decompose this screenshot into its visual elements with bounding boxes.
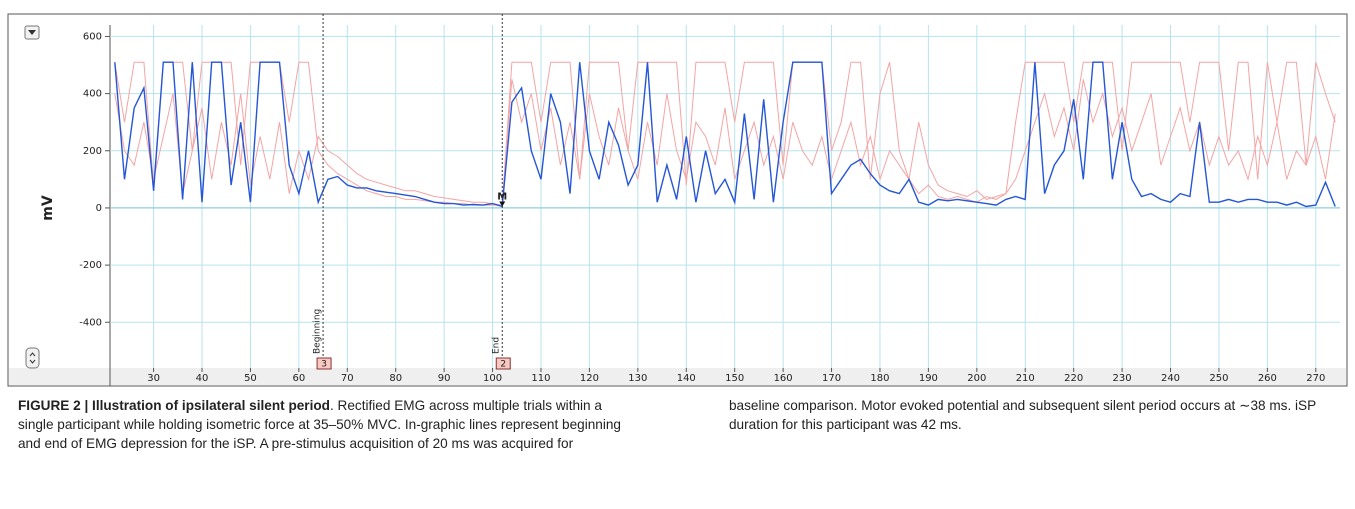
x-tick-label: 30: [147, 373, 160, 384]
x-tick-label: 210: [1016, 373, 1035, 384]
plot-area: [110, 25, 1340, 368]
figure-caption: FIGURE 2 | Illustration of ipsilateral s…: [18, 396, 1338, 453]
x-tick-label: 90: [438, 373, 451, 384]
x-tick-label: 250: [1209, 373, 1228, 384]
x-tick-label: 230: [1113, 373, 1132, 384]
x-tick-label: 200: [967, 373, 986, 384]
x-tick-label: 150: [725, 373, 744, 384]
x-tick-label: 60: [292, 373, 305, 384]
cursor-box: [316, 357, 332, 370]
x-tick-label: 100: [483, 373, 502, 384]
cursor-label: End: [492, 337, 502, 354]
x-tick-label: 50: [244, 373, 257, 384]
x-tick-label: 240: [1161, 373, 1180, 384]
x-tick-label: 110: [531, 373, 550, 384]
x-tick-label: 140: [677, 373, 696, 384]
y-tick-label: 200: [83, 146, 102, 157]
x-tick-label: 160: [774, 373, 793, 384]
y-axis-label: mV: [40, 195, 56, 221]
x-tick-label: 220: [1064, 373, 1083, 384]
menu-icon: [28, 30, 36, 35]
y-tick-label: -400: [79, 317, 102, 328]
scroll-icon: [29, 352, 36, 364]
cursor-number: 2: [500, 360, 506, 370]
x-tick-label: 40: [196, 373, 209, 384]
series-line: [114, 61, 1336, 206]
x-tick-label: 130: [628, 373, 647, 384]
cursor-label: Beginning: [313, 309, 323, 354]
caption-label: FIGURE 2 | Illustration of ipsilateral s…: [18, 398, 330, 413]
x-tick-label: 270: [1306, 373, 1325, 384]
marker-label: M: [497, 192, 507, 203]
chart: mV -400 -200 0 200 400 600 30 40 50 60 70 80 90 100 11…: [7, 13, 1348, 387]
grid: -400 -200 0 200 400 600 30 40 50 60 70 80 90 100 110 12…: [79, 25, 1340, 384]
x-tick-label: 180: [870, 373, 889, 384]
y-tick-label: 400: [83, 89, 102, 100]
x-tick-label: 120: [580, 373, 599, 384]
series-line: [114, 61, 1336, 208]
series-line: [114, 79, 1336, 206]
x-tick-label: 70: [341, 373, 354, 384]
marker-point: [499, 201, 506, 207]
series-lines: [114, 61, 1336, 208]
y-tick-label: 600: [83, 31, 102, 42]
x-tick-label: 80: [389, 373, 402, 384]
overlays: Beginning 3 End 2 M: [313, 14, 511, 370]
x-tick-label: 260: [1258, 373, 1277, 384]
x-tick-label: 170: [822, 373, 841, 384]
x-tick-label: 190: [919, 373, 938, 384]
y-tick-label: 0: [96, 203, 102, 214]
cursor-box: [495, 357, 511, 370]
x-axis-band: [9, 368, 1346, 385]
caption-text: . Rectified EMG across multiple trials w…: [18, 398, 1316, 451]
cursor-number: 3: [321, 360, 327, 370]
scroll-button[interactable]: [25, 347, 40, 369]
y-tick-label: -200: [79, 260, 102, 271]
